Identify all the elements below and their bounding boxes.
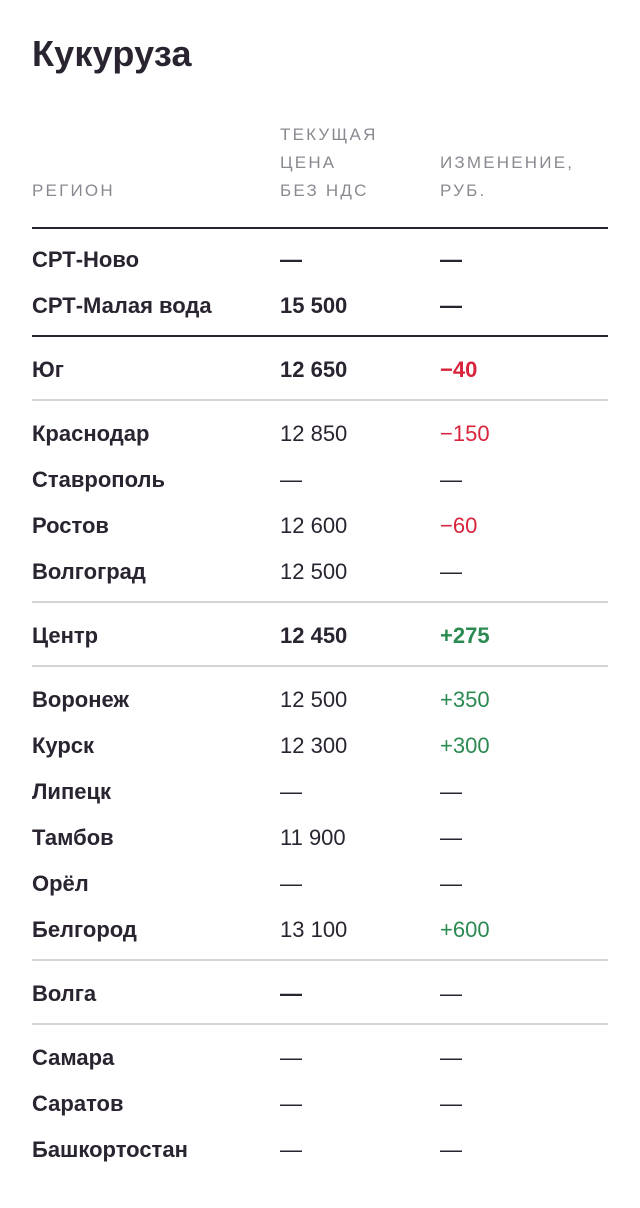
table-row: Волга — — bbox=[32, 971, 608, 1017]
price-change: — bbox=[440, 1091, 462, 1116]
column-header-price: ТЕКУЩАЯ ЦЕНА БЕЗ НДС bbox=[280, 125, 378, 200]
current-price: 12 850 bbox=[280, 421, 348, 446]
current-price: 12 300 bbox=[280, 733, 348, 758]
price-change: — bbox=[440, 779, 462, 804]
price-change: +275 bbox=[440, 623, 490, 648]
table-group: Краснодар 12 850 −150 Ставрополь — — Ростов 12 … bbox=[32, 409, 608, 603]
table-row: Самара — — bbox=[32, 1035, 608, 1081]
table-group: Центр 12 450 +275 bbox=[32, 611, 608, 667]
current-price: 12 500 bbox=[280, 687, 348, 712]
price-change: — bbox=[440, 293, 462, 318]
table-group: Юг 12 650 −40 bbox=[32, 345, 608, 401]
region-name: СРТ-Ново bbox=[32, 247, 140, 272]
column-header-region: РЕГИОН bbox=[32, 181, 115, 200]
region-name: Краснодар bbox=[32, 421, 150, 446]
region-name: Башкортостан bbox=[32, 1137, 188, 1162]
price-change: — bbox=[440, 981, 462, 1006]
region-name: Тамбов bbox=[32, 825, 114, 850]
price-change: −60 bbox=[440, 513, 478, 538]
current-price: 12 600 bbox=[280, 513, 348, 538]
price-change: +300 bbox=[440, 733, 490, 758]
table-group: Волга — — bbox=[32, 969, 608, 1025]
table-row: Краснодар 12 850 −150 bbox=[32, 411, 608, 457]
region-name: Белгород bbox=[32, 917, 137, 942]
current-price: — bbox=[280, 1045, 302, 1070]
region-name: Юг bbox=[32, 357, 64, 382]
price-change: −150 bbox=[440, 421, 490, 446]
column-header-change: ИЗМЕНЕНИЕ, РУБ. bbox=[440, 153, 575, 200]
table-row: Воронеж 12 500 +350 bbox=[32, 677, 608, 723]
current-price: — bbox=[280, 779, 302, 804]
current-price: 11 900 bbox=[280, 825, 346, 850]
current-price: — bbox=[280, 1137, 302, 1162]
table-row: Центр 12 450 +275 bbox=[32, 613, 608, 659]
table-row: Курск 12 300 +300 bbox=[32, 723, 608, 769]
table-row: Ставрополь — — bbox=[32, 457, 608, 503]
region-name: Липецк bbox=[32, 779, 112, 804]
current-price: — bbox=[280, 247, 302, 272]
price-change: — bbox=[440, 825, 462, 850]
table-row: Саратов — — bbox=[32, 1081, 608, 1127]
region-name: Саратов bbox=[32, 1091, 124, 1116]
price-change: — bbox=[440, 247, 462, 272]
table-row: Липецк — — bbox=[32, 769, 608, 815]
price-change: — bbox=[440, 559, 462, 584]
table-group: СРТ-Ново — — СРТ-Малая вода 15 500 — bbox=[32, 237, 608, 337]
current-price: 12 650 bbox=[280, 357, 348, 382]
current-price: 12 500 bbox=[280, 559, 348, 584]
table-row: Ростов 12 600 −60 bbox=[32, 503, 608, 549]
table-row: Волгоград 12 500 — bbox=[32, 549, 608, 595]
price-change: −40 bbox=[440, 357, 478, 382]
table-row: Башкортостан — — bbox=[32, 1127, 608, 1173]
region-name: Ростов bbox=[32, 513, 109, 538]
table-row: Орёл — — bbox=[32, 861, 608, 907]
price-change: +600 bbox=[440, 917, 490, 942]
region-name: Волгоград bbox=[32, 559, 146, 584]
current-price: 12 450 bbox=[280, 623, 348, 648]
page-title: Кукуруза bbox=[32, 33, 192, 74]
current-price: — bbox=[280, 871, 302, 896]
price-change: — bbox=[440, 871, 462, 896]
current-price: — bbox=[280, 1091, 302, 1116]
current-price: 13 100 bbox=[280, 917, 348, 942]
table-row: Белгород 13 100 +600 bbox=[32, 907, 608, 953]
region-name: Орёл bbox=[32, 871, 89, 896]
region-name: СРТ-Малая вода bbox=[32, 293, 212, 318]
table-row: СРТ-Малая вода 15 500 — bbox=[32, 283, 608, 329]
region-name: Центр bbox=[32, 623, 99, 648]
price-change: — bbox=[440, 1137, 462, 1162]
price-change: — bbox=[440, 1045, 462, 1070]
current-price: 15 500 bbox=[280, 293, 348, 318]
table-group: Самара — — Саратов — — Башкортостан — — bbox=[32, 1033, 608, 1177]
price-change: +350 bbox=[440, 687, 490, 712]
table-row: СРТ-Ново — — bbox=[32, 237, 608, 283]
region-name: Самара bbox=[32, 1045, 115, 1070]
region-name: Курск bbox=[32, 733, 95, 758]
region-name: Воронеж bbox=[32, 687, 130, 712]
region-name: Ставрополь bbox=[32, 467, 165, 492]
current-price: — bbox=[280, 467, 302, 492]
table-group: Воронеж 12 500 +350 Курск 12 300 +300 Липецк — —… bbox=[32, 675, 608, 961]
table-header: РЕГИОН ТЕКУЩАЯ ЦЕНА БЕЗ НДС ИЗМЕНЕНИЕ, Р… bbox=[32, 120, 608, 229]
current-price: — bbox=[280, 981, 302, 1006]
table-row: Тамбов 11 900 — bbox=[32, 815, 608, 861]
region-name: Волга bbox=[32, 981, 97, 1006]
price-change: — bbox=[440, 467, 462, 492]
price-table-body: СРТ-Ново — — СРТ-Малая вода 15 500 — Юг 12 650 −… bbox=[32, 237, 608, 1177]
table-row: Юг 12 650 −40 bbox=[32, 347, 608, 393]
